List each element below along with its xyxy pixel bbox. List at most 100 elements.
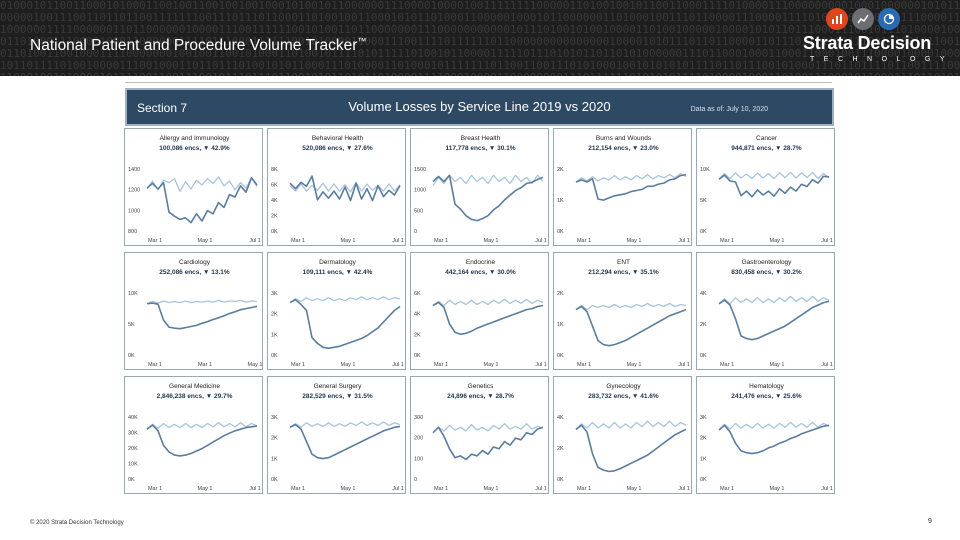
series-line-2020	[575, 305, 687, 347]
y-tick-label: 0K	[414, 353, 421, 359]
x-tick-label: May 1	[770, 238, 785, 244]
service-line-chart: Hematology 241,476 encs, ▼ 25.6% 3K 2K 1K 0K M…	[696, 376, 835, 494]
y-tick-label: 4K	[271, 198, 278, 204]
x-tick-label: Jul 1	[821, 238, 833, 244]
series-line-2019	[718, 171, 830, 180]
series-line-2020	[146, 424, 258, 457]
y-tick-label: 0K	[557, 477, 564, 483]
y-tick-label: 800	[128, 229, 137, 235]
y-tick-label: 300	[414, 415, 423, 421]
y-tick-label: 0K	[700, 229, 707, 235]
chart-title: Gastroenterology	[742, 259, 793, 266]
y-tick-label: 1000	[414, 188, 426, 194]
data-date: Data as of: July 10, 2020	[690, 106, 768, 113]
y-tick-label: 200	[414, 436, 423, 442]
x-tick-label: Jul 1	[392, 362, 404, 368]
y-tick-label: 2K	[557, 167, 564, 173]
y-tick-label: 0	[414, 477, 417, 483]
series-line-2019	[289, 181, 401, 193]
y-tick-label: 1400	[128, 167, 140, 173]
y-tick-label: 4K	[414, 312, 421, 318]
x-tick-label: Mar 1	[434, 486, 448, 492]
y-tick-label: 0K	[128, 477, 135, 483]
y-tick-label: 3K	[700, 415, 707, 421]
y-tick-label: 2K	[557, 291, 564, 297]
bar-chart-icon	[826, 8, 848, 30]
service-line-chart: General Medicine 2,846,238 encs, ▼ 29.7% 4…	[124, 376, 263, 494]
series-line-2020	[575, 173, 687, 201]
x-tick-label: Jul 1	[249, 486, 261, 492]
chart-title: Behavioral Health	[312, 135, 364, 142]
x-tick-label: May 1	[770, 486, 785, 492]
x-tick-label: Mar 1	[291, 486, 305, 492]
chart-subtitle: 252,086 encs, ▼ 13.1%	[159, 269, 230, 276]
x-tick-label: May 1	[341, 238, 356, 244]
x-tick-label: May 1	[627, 486, 642, 492]
x-tick-label: Mar 1	[720, 362, 734, 368]
y-tick-label: 100	[414, 456, 423, 462]
header-banner: 0100010110011000101000110010011001001001…	[0, 0, 960, 76]
chart-svg: General Surgery 282,529 encs, ▼ 31.5% 3K 2K…	[271, 383, 404, 492]
chart-grid: Allergy and Immunology 100,086 encs, ▼ 42…	[124, 128, 835, 508]
chart-svg: Gynecology 283,732 encs, ▼ 41.6% 4K 2K 0K Mar…	[557, 383, 690, 492]
series-line-2019	[146, 422, 258, 430]
series-line-2020	[289, 423, 401, 460]
y-tick-label: 2K	[271, 312, 278, 318]
chart-subtitle: 282,529 encs, ▼ 31.5%	[302, 393, 373, 400]
y-tick-label: 3K	[271, 291, 278, 297]
x-tick-label: Jul 1	[535, 486, 547, 492]
y-tick-label: 1K	[271, 332, 278, 338]
series-line-2020	[575, 424, 687, 473]
series-line-2020	[718, 424, 830, 455]
brand-name: Strata Decision	[803, 33, 932, 53]
chart-svg: Endocrine 442,164 encs, ▼ 30.0% 6K 4K 2K 0K Ma…	[414, 259, 547, 368]
y-tick-label: 1K	[557, 198, 564, 204]
x-tick-label: Jul 1	[392, 486, 404, 492]
x-tick-label: Mar 1	[577, 238, 591, 244]
series-line-2019	[718, 421, 830, 431]
x-tick-label: Mar 1	[434, 362, 448, 368]
x-tick-label: Jul 1	[249, 238, 261, 244]
series-line-2019	[432, 174, 544, 186]
series-line-2020	[146, 302, 258, 330]
x-tick-label: May 1	[341, 362, 356, 368]
x-tick-label: Mar 1	[148, 238, 162, 244]
y-tick-label: 0K	[271, 229, 278, 235]
y-tick-label: 0K	[271, 477, 278, 483]
chart-svg: ENT 212,294 encs, ▼ 35.1% 2K 1K 0K Mar 1 May 1…	[557, 259, 690, 368]
y-tick-label: 1500	[414, 167, 426, 173]
series-line-2019	[575, 172, 687, 183]
chart-title: Burns and Wounds	[596, 135, 652, 142]
x-tick-label: May 1	[770, 362, 785, 368]
service-line-chart: Gastroenterology 830,458 encs, ▼ 30.2% 4K 2…	[696, 252, 835, 370]
y-tick-label: 500	[414, 208, 423, 214]
chart-svg: Genetics 24,896 encs, ▼ 28.7% 300 200 100 0 Ma…	[414, 383, 547, 492]
y-tick-label: 4K	[700, 291, 707, 297]
chart-title: Dermatology	[319, 259, 357, 266]
x-tick-label: Jul 1	[678, 238, 690, 244]
series-line-2019	[718, 295, 830, 305]
series-line-2020	[289, 298, 401, 350]
y-tick-label: 4K	[557, 415, 564, 421]
x-tick-label: Mar 1	[148, 486, 162, 492]
chart-svg: Breast Health 117,778 encs, ▼ 30.1% 1500 10…	[414, 135, 547, 244]
chart-svg: Cancer 944,871 encs, ▼ 28.7% 10K 5K 0K Mar 1 M…	[700, 135, 833, 244]
series-line-2019	[146, 176, 258, 193]
chart-subtitle: 212,154 encs, ▼ 23.0%	[588, 145, 659, 152]
y-tick-label: 10K	[700, 167, 710, 173]
x-tick-label: May 1	[198, 238, 213, 244]
footer-copyright: © 2020 Strata Decision Technology	[30, 520, 124, 526]
x-tick-label: Jul 1	[821, 362, 833, 368]
service-line-chart: Genetics 24,896 encs, ▼ 28.7% 300 200 100 0 Ma…	[410, 376, 549, 494]
x-tick-label: May 1	[198, 486, 213, 492]
y-tick-label: 30K	[128, 431, 138, 437]
page-title: National Patient and Procedure Volume Tr…	[30, 36, 367, 55]
chart-subtitle: 109,111 encs, ▼ 42.4%	[303, 269, 373, 276]
chart-subtitle: 944,871 encs, ▼ 28.7%	[731, 145, 802, 152]
chart-subtitle: 24,896 encs, ▼ 28.7%	[447, 393, 514, 400]
chart-title: Cardiology	[179, 259, 211, 266]
service-line-chart: Endocrine 442,164 encs, ▼ 30.0% 6K 4K 2K 0K Ma…	[410, 252, 549, 370]
series-line-2019	[289, 421, 401, 428]
chart-svg: General Medicine 2,846,238 encs, ▼ 29.7% 4…	[128, 383, 261, 492]
x-tick-label: Mar 1	[577, 362, 591, 368]
